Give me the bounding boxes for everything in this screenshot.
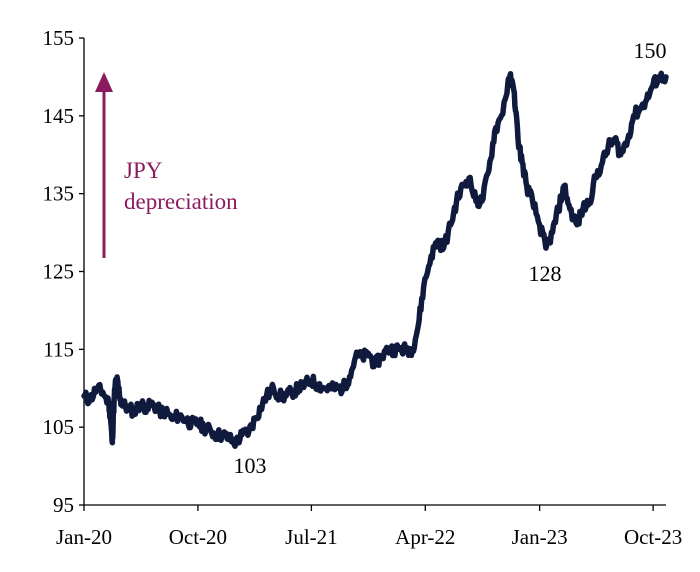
y-tick-label: 125 — [43, 260, 75, 284]
x-tick-label: Jan-23 — [512, 525, 568, 549]
y-tick-label: 155 — [43, 26, 75, 50]
y-tick-label: 135 — [43, 182, 75, 206]
arrow-up-icon — [95, 72, 113, 92]
x-tick-label: Oct-23 — [624, 525, 682, 549]
y-tick-label: 145 — [43, 104, 75, 128]
annotation-low-2020: 103 — [234, 453, 267, 478]
arrow-note-line1: JPY — [124, 158, 163, 183]
arrow-note-line2: depreciation — [124, 189, 238, 214]
depreciation-arrow — [95, 72, 113, 258]
series-line — [81, 70, 669, 449]
y-axis-tick-labels: 95 105 115 125 135 145 155 — [43, 26, 75, 517]
y-tick-label: 115 — [43, 337, 74, 361]
annotation-high-2023: 150 — [634, 38, 667, 63]
series-group — [81, 70, 669, 449]
x-tick-label: Oct-20 — [169, 525, 227, 549]
annotation-low-2023: 128 — [529, 261, 562, 286]
x-tick-label: Jan-20 — [56, 525, 112, 549]
y-tick-label: 105 — [43, 415, 75, 439]
x-tick-label: Apr-22 — [395, 525, 455, 549]
y-tick-label: 95 — [53, 493, 74, 517]
axes — [79, 37, 666, 511]
x-axis-tick-labels: Jan-20 Oct-20 Jul-21 Apr-22 Jan-23 Oct-23 — [56, 525, 682, 549]
x-tick-label: Jul-21 — [285, 525, 338, 549]
